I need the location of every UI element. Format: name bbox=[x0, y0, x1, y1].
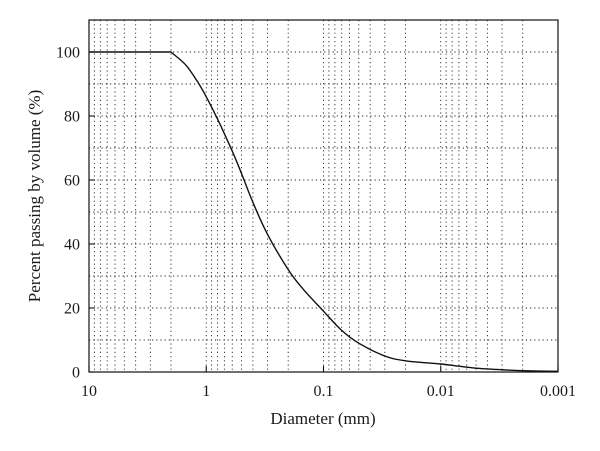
x-tick-label: 10 bbox=[81, 383, 97, 400]
y-tick-label: 40 bbox=[64, 237, 80, 254]
x-axis-label: Diameter (mm) bbox=[270, 409, 375, 428]
series-layer bbox=[89, 51, 559, 373]
y-tick-label: 0 bbox=[72, 365, 80, 382]
grid bbox=[89, 20, 558, 372]
x-tick-label: 1 bbox=[202, 383, 210, 400]
y-tick-label: 60 bbox=[64, 173, 80, 190]
x-tick-label: 0.001 bbox=[540, 383, 576, 400]
y-tick-labels: 0 20 40 60 80 100 bbox=[56, 45, 80, 382]
y-tick-label: 100 bbox=[56, 45, 80, 62]
y-tick-label: 80 bbox=[64, 109, 80, 126]
plot-frame bbox=[88, 19, 559, 373]
x-tick-label: 0.1 bbox=[314, 383, 334, 400]
series-line-0 bbox=[89, 51, 559, 373]
y-tick-label: 20 bbox=[64, 301, 80, 318]
x-tick-labels: 10 1 0.1 0.01 0.001 bbox=[81, 383, 576, 400]
y-axis-label: Percent passing by volume (%) bbox=[25, 90, 44, 302]
x-tick-label: 0.01 bbox=[427, 383, 455, 400]
